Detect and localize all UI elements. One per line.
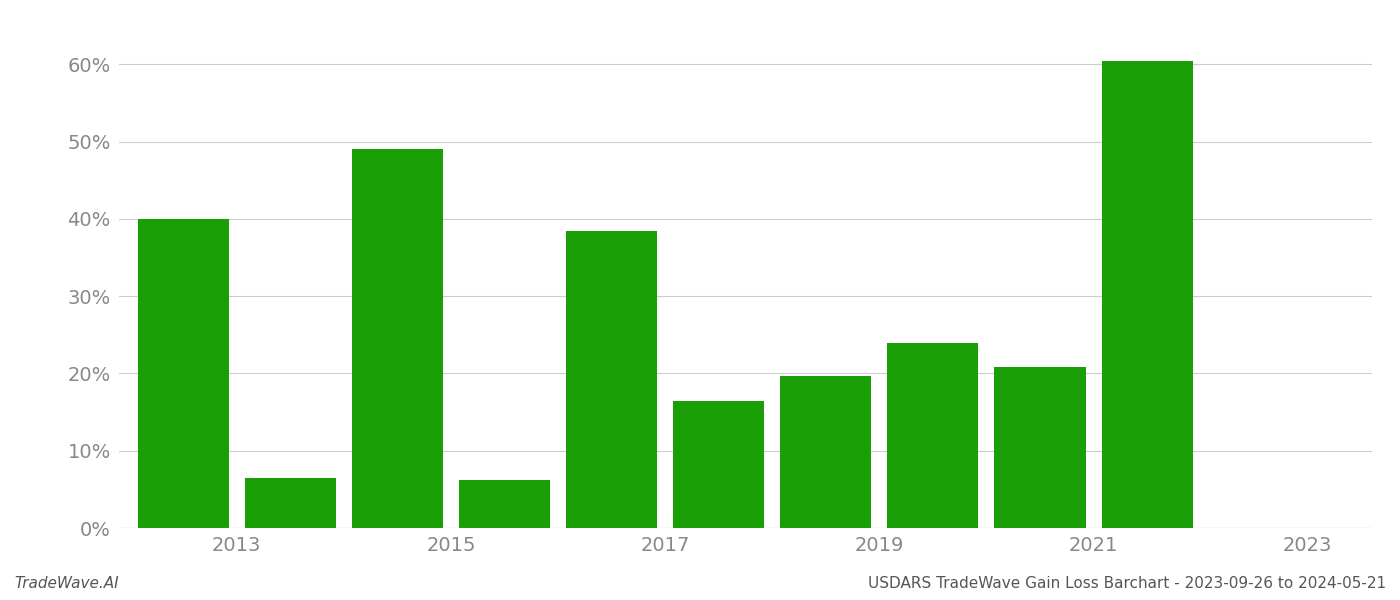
Bar	[673, 401, 764, 528]
Bar	[459, 480, 550, 528]
Bar	[566, 230, 657, 528]
Bar	[888, 343, 979, 528]
Bar	[137, 219, 228, 528]
Bar	[780, 376, 871, 528]
Bar	[994, 367, 1085, 528]
Bar	[245, 478, 336, 528]
Bar	[1102, 61, 1193, 528]
Text: TradeWave.AI: TradeWave.AI	[14, 576, 119, 591]
Bar	[351, 149, 442, 528]
Text: USDARS TradeWave Gain Loss Barchart - 2023-09-26 to 2024-05-21: USDARS TradeWave Gain Loss Barchart - 20…	[868, 576, 1386, 591]
